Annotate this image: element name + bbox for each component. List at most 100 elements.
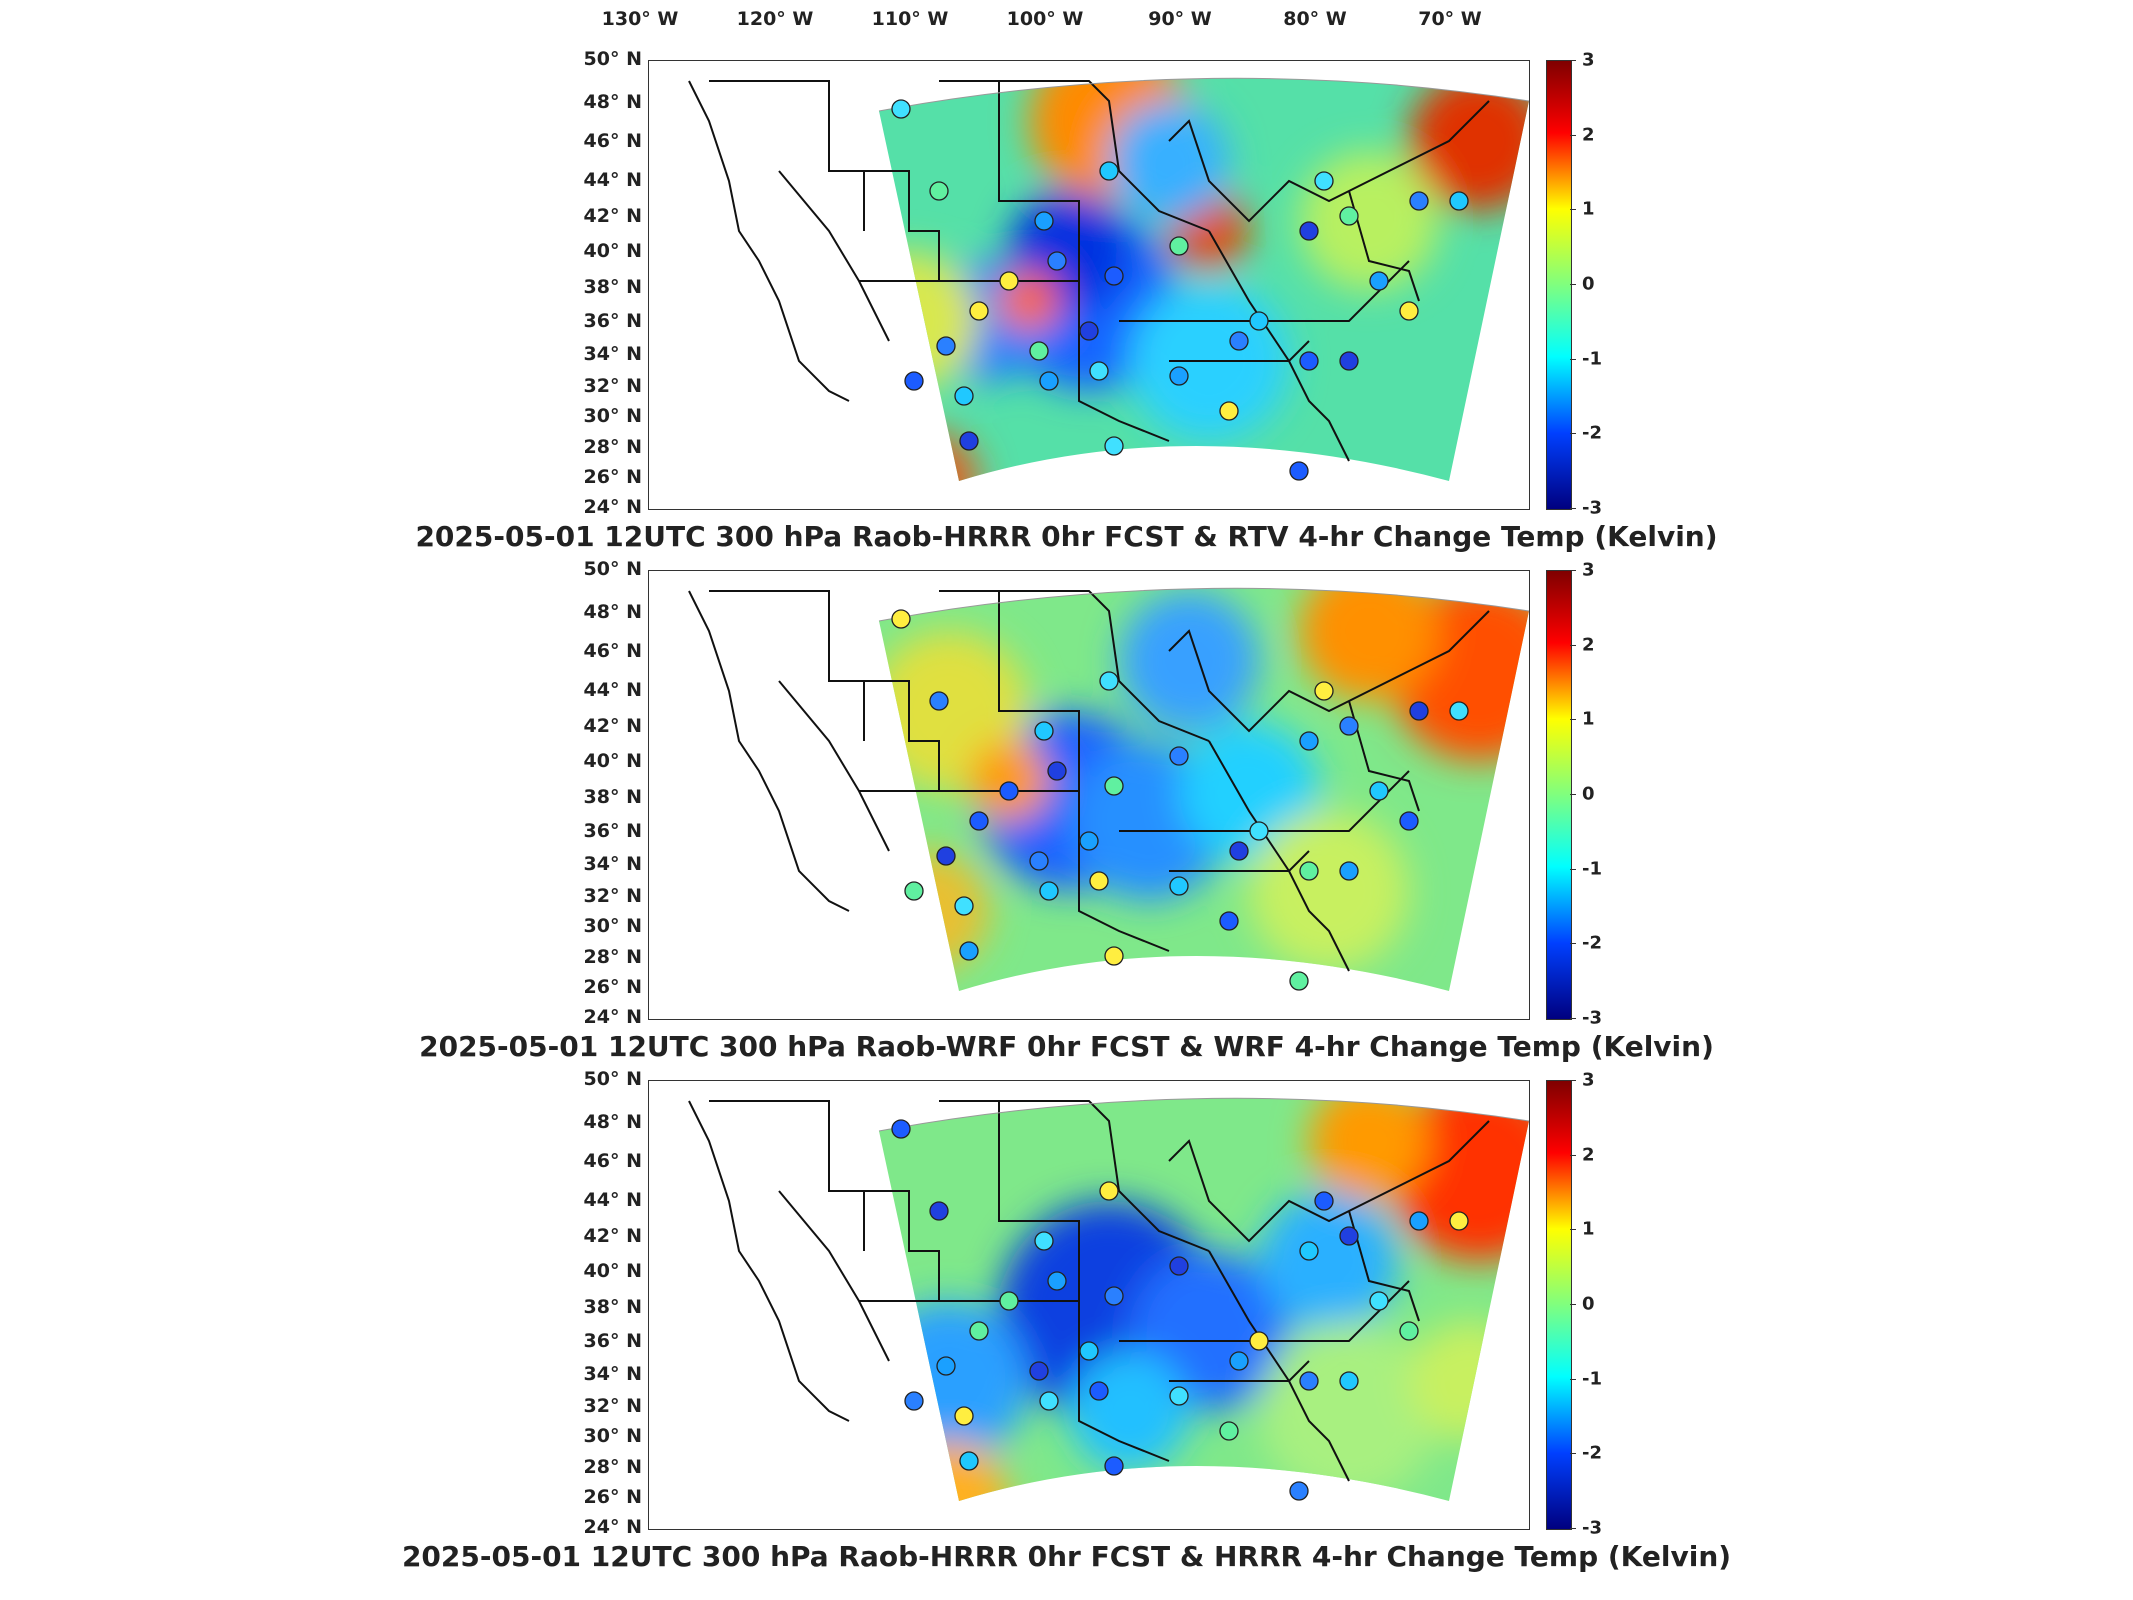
- lon-label: 130° W: [601, 8, 679, 30]
- raob-station-marker: [954, 386, 974, 406]
- lat-label: 44° N: [583, 169, 642, 191]
- temperature-field-map: [688, 77, 1529, 481]
- colorbar-tick-mark: [1570, 943, 1576, 944]
- raob-station-marker: [1299, 351, 1319, 371]
- raob-station-marker: [936, 846, 956, 866]
- colorbar-tick-mark: [1570, 508, 1576, 509]
- temperature-field: [879, 1098, 1529, 1501]
- lat-label: 50° N: [583, 48, 642, 70]
- raob-station-marker: [1034, 1231, 1054, 1251]
- colorbar-tick-label: -2: [1582, 932, 1602, 954]
- boundary-line: [1169, 340, 1310, 362]
- colorbar-tick-mark: [1570, 1155, 1576, 1156]
- raob-station-marker: [1449, 701, 1469, 721]
- colorbar: [1546, 60, 1572, 510]
- colorbar-tick-mark: [1570, 1379, 1576, 1380]
- colorbar-tick-mark: [1570, 869, 1576, 870]
- raob-station-marker: [1339, 1371, 1359, 1391]
- lat-label: 26° N: [583, 466, 642, 488]
- lat-label: 30° N: [583, 1425, 642, 1447]
- anomaly-blob: [1249, 811, 1409, 971]
- raob-station-marker: [1047, 251, 1067, 271]
- raob-station-marker: [1169, 236, 1189, 256]
- anomaly-blob: [1299, 151, 1439, 291]
- lat-label: 24° N: [583, 1516, 642, 1538]
- raob-station-marker: [1219, 1421, 1239, 1441]
- lat-label: 36° N: [583, 820, 642, 842]
- raob-station-marker: [999, 1291, 1019, 1311]
- colorbar-tick-mark: [1570, 1080, 1576, 1081]
- raob-station-marker: [1339, 351, 1359, 371]
- raob-station-marker: [904, 1391, 924, 1411]
- raob-station-marker: [1449, 191, 1469, 211]
- colorbar-tick-label: -2: [1582, 1442, 1602, 1464]
- colorbar-tick-mark: [1570, 60, 1576, 61]
- lat-label: 34° N: [583, 343, 642, 365]
- colorbar-tick-label: 1: [1582, 708, 1595, 730]
- panel-caption: 2025-05-01 12UTC 300 hPa Raob-WRF 0hr FC…: [419, 1030, 1714, 1063]
- colorbar-tick-mark: [1570, 284, 1576, 285]
- boundary-line: [1208, 1250, 1350, 1482]
- anomaly-blob: [1259, 1191, 1399, 1331]
- boundary-line: [778, 1190, 890, 1362]
- raob-station-marker: [1104, 436, 1124, 456]
- boundary-line: [709, 80, 940, 282]
- raob-station-marker: [1299, 221, 1319, 241]
- raob-station-marker: [1229, 1351, 1249, 1371]
- raob-station-marker: [1249, 1331, 1269, 1351]
- map-plot: [648, 60, 1530, 510]
- raob-station-marker: [1299, 1371, 1319, 1391]
- raob-station-marker: [1369, 781, 1389, 801]
- lat-label: 36° N: [583, 1330, 642, 1352]
- lat-label: 26° N: [583, 976, 642, 998]
- colorbar-tick-mark: [1570, 359, 1576, 360]
- colorbar-tick-label: 3: [1582, 1069, 1595, 1091]
- colorbar: [1546, 570, 1572, 1020]
- lat-label: 50° N: [583, 558, 642, 580]
- raob-station-marker: [1219, 911, 1239, 931]
- colorbar-tick-label: -3: [1582, 1007, 1602, 1029]
- raob-station-marker: [936, 336, 956, 356]
- raob-station-marker: [1289, 1481, 1309, 1501]
- raob-station-marker: [1079, 1341, 1099, 1361]
- raob-station-marker: [1039, 1391, 1059, 1411]
- lat-label: 38° N: [583, 786, 642, 808]
- boundary-line: [688, 1100, 850, 1422]
- boundary-line: [778, 170, 890, 342]
- raob-station-marker: [959, 941, 979, 961]
- raob-station-marker: [1409, 701, 1429, 721]
- domain-edge: [878, 77, 1529, 112]
- colorbar-tick-label: -1: [1582, 1368, 1602, 1390]
- raob-station-marker: [1339, 206, 1359, 226]
- raob-station-marker: [954, 896, 974, 916]
- boundary-line: [1119, 770, 1410, 832]
- raob-station-marker: [1314, 171, 1334, 191]
- raob-station-marker: [1104, 776, 1124, 796]
- boundary-line: [829, 1190, 865, 1251]
- raob-station-marker: [904, 371, 924, 391]
- lat-label: 26° N: [583, 1486, 642, 1508]
- lon-label: 100° W: [1006, 8, 1084, 30]
- raob-station-marker: [1039, 371, 1059, 391]
- raob-station-marker: [1089, 871, 1109, 891]
- anomaly-blob: [1069, 1351, 1189, 1471]
- lat-label: 28° N: [583, 1456, 642, 1478]
- raob-station-marker: [1229, 331, 1249, 351]
- panel-caption: 2025-05-01 12UTC 300 hPa Raob-HRRR 0hr F…: [415, 520, 1718, 553]
- anomaly-blob: [1259, 1321, 1439, 1501]
- raob-station-marker: [929, 181, 949, 201]
- raob-station-marker: [1029, 851, 1049, 871]
- raob-station-marker: [1399, 301, 1419, 321]
- raob-station-marker: [959, 431, 979, 451]
- raob-station-marker: [1169, 746, 1189, 766]
- raob-station-marker: [1219, 401, 1239, 421]
- raob-station-marker: [1249, 821, 1269, 841]
- raob-station-marker: [1079, 321, 1099, 341]
- anomaly-blob: [1409, 1321, 1529, 1441]
- colorbar-tick-label: 0: [1582, 1293, 1595, 1315]
- colorbar-tick-label: -3: [1582, 1517, 1602, 1539]
- lat-label: 32° N: [583, 375, 642, 397]
- raob-station-marker: [1099, 671, 1119, 691]
- raob-station-marker: [1034, 211, 1054, 231]
- raob-station-marker: [1104, 946, 1124, 966]
